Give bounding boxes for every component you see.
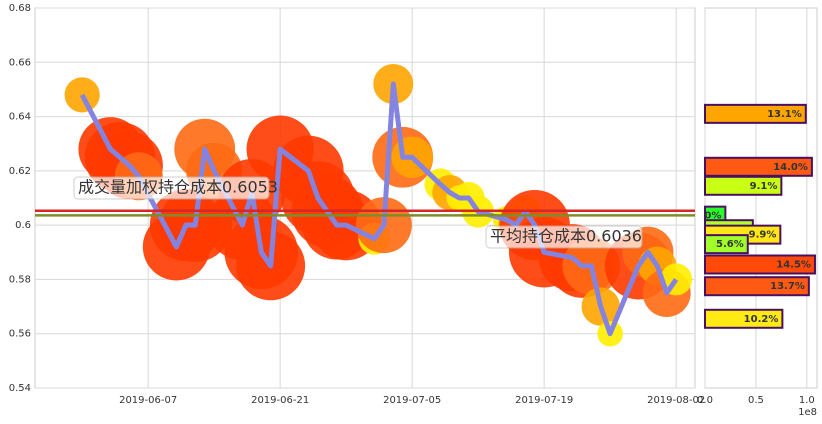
bar-label: 0% bbox=[704, 211, 721, 222]
bar bbox=[704, 254, 816, 275]
bar-label: 14.0% bbox=[773, 162, 808, 173]
bar-label: 13.1% bbox=[767, 109, 802, 120]
x-tick-label: 0.5 bbox=[748, 395, 764, 406]
x-offset-label: 1e8 bbox=[798, 407, 817, 418]
bar bbox=[704, 234, 749, 255]
y-tick-label: 0.56 bbox=[9, 329, 31, 340]
annotation-box bbox=[485, 225, 643, 249]
x-tick-label: 2019-07-19 bbox=[515, 395, 573, 406]
bar-label: 14.5% bbox=[776, 260, 811, 271]
bar-label: 9.9% bbox=[749, 230, 777, 241]
annotation-box bbox=[73, 176, 270, 200]
bar bbox=[704, 308, 784, 329]
y-tick-label: 0.68 bbox=[9, 3, 31, 14]
bar bbox=[704, 175, 783, 196]
x-tick-label: 2019-06-07 bbox=[119, 395, 177, 406]
x-tick-label: 2019-08-02 bbox=[647, 395, 705, 406]
bar-label: 9.1% bbox=[750, 181, 778, 192]
bar-label: 5.6% bbox=[716, 239, 744, 250]
x-tick-label: 0.0 bbox=[697, 395, 713, 406]
y-tick-label: 0.62 bbox=[9, 166, 31, 177]
cost-label: 成交量加权持仓成本0.6053 bbox=[78, 178, 278, 197]
cost-label: 平均持仓成本0.6036 bbox=[490, 227, 642, 246]
x-tick-label: 2019-06-21 bbox=[251, 395, 309, 406]
volume-bubble bbox=[64, 77, 100, 113]
y-tick-label: 0.54 bbox=[9, 383, 31, 394]
x-tick-label: 1.0 bbox=[799, 395, 815, 406]
bar-label: 10.2% bbox=[744, 314, 779, 325]
y-tick-label: 0.6 bbox=[15, 220, 31, 231]
bar bbox=[704, 276, 810, 297]
y-tick-label: 0.64 bbox=[9, 112, 31, 123]
plot-area bbox=[704, 7, 818, 389]
y-tick-label: 0.66 bbox=[9, 57, 31, 68]
y-tick-label: 0.58 bbox=[9, 274, 31, 285]
x-tick-label: 2019-07-05 bbox=[383, 395, 441, 406]
bar bbox=[704, 103, 807, 124]
price-line bbox=[79, 81, 679, 337]
bar-label: 13.7% bbox=[770, 281, 805, 292]
